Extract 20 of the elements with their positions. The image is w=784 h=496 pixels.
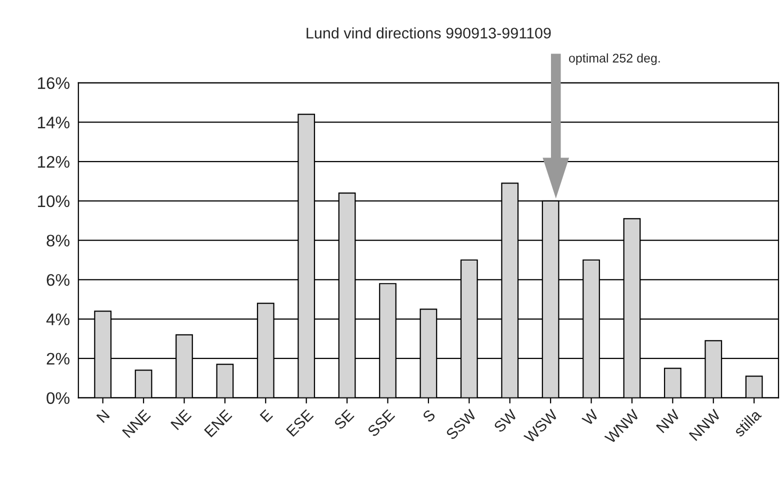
x-tick-label: SE <box>333 408 355 430</box>
y-tick-label: 10% <box>38 195 70 208</box>
chart-title: Lund vind directions 990913-991109 <box>306 27 551 39</box>
y-tick-label: 2% <box>46 352 70 365</box>
y-tick-label: 14% <box>38 116 70 128</box>
x-tick-label: stilla <box>732 408 762 438</box>
y-tick-label: 0% <box>46 392 70 404</box>
y-tick-label: 12% <box>38 156 70 168</box>
x-tick-label: SW <box>493 408 518 434</box>
x-tick-label: S <box>422 408 436 423</box>
x-tick-label: NE <box>170 409 192 430</box>
y-tick-label: 16% <box>38 77 70 90</box>
x-tick-label: W <box>582 408 600 426</box>
y-tick-label: 6% <box>46 274 70 286</box>
y-tick-label: 4% <box>46 314 70 326</box>
text: optimal 252 deg. <box>569 53 660 66</box>
x-tick-label: N <box>96 409 110 423</box>
x-tick-label: E <box>260 409 274 422</box>
y-tick-label: 8% <box>46 234 70 247</box>
x-tick-label: NW <box>656 408 680 434</box>
